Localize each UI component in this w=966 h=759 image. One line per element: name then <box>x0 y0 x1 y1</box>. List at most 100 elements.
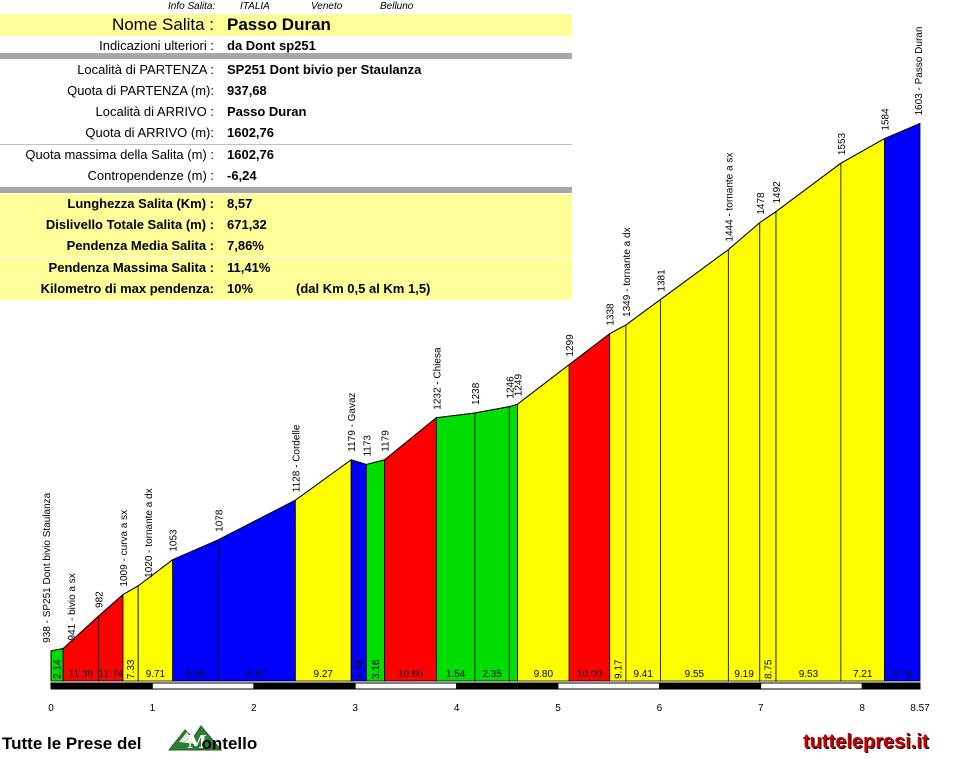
altitude-label: 1020 - tornante a dx <box>144 488 155 578</box>
segment-gradient-label: 9.80 <box>534 669 554 680</box>
info-row: Quota di ARRIVO (m): 1602,76 <box>0 123 572 145</box>
profile-segment <box>294 458 352 682</box>
profile-segment <box>474 406 510 682</box>
profile-segment <box>609 324 627 682</box>
profile-segment <box>350 459 367 682</box>
profile-segment <box>759 210 777 682</box>
altitude-label: 1492 <box>772 181 783 204</box>
segment-gradient-label: 8.75 <box>763 659 774 679</box>
altitude-label: 938 - SP251 Dont bivio Staulanza <box>42 492 53 643</box>
climb-name-label: Nome Salita : <box>111 15 214 34</box>
altitude-label: 1179 <box>381 430 392 452</box>
altitude-label: 1078 <box>214 509 225 532</box>
altitude-label: 1246 <box>505 376 516 399</box>
segment-gradient-label: 11.74 <box>99 669 124 680</box>
scale-bar-segment <box>557 682 660 690</box>
profile-segment <box>517 363 570 682</box>
info-row: Quota massima della Salita (m) : 1602,76 <box>0 145 572 167</box>
info-row: Indicazioni ulteriori : da Dont sp251 <box>0 36 572 58</box>
info-row-label: Quota di ARRIVO (m): <box>85 125 214 140</box>
altitude-label: 1232 - Chiesa <box>432 347 443 410</box>
x-tick-label: 5 <box>555 703 561 714</box>
x-tick-label: 4 <box>454 703 460 714</box>
info-header-region: Veneto <box>311 1 343 12</box>
segment-gradient-label: 5.56 <box>186 669 206 680</box>
info-row-label: Località di PARTENZA : <box>77 62 214 77</box>
altitude-label: 1238 <box>471 382 482 405</box>
info-header-label: Info Salita: <box>168 1 216 12</box>
profile-segment <box>625 298 661 682</box>
segment-gradient-label: 11.39 <box>69 669 94 680</box>
info-row-value: SP251 Dont bivio per Staulanza <box>227 62 422 77</box>
x-tick-label: 0 <box>48 703 54 714</box>
segment-gradient-label: 2.14 <box>53 659 64 679</box>
scale-bar-segment <box>760 682 863 690</box>
segment-gradient-label: 5.76 <box>893 669 913 680</box>
profile-segment <box>435 412 476 682</box>
x-tick-label: 2 <box>251 703 257 714</box>
altitude-label: 1173 <box>362 435 373 457</box>
profile-segment <box>365 459 386 682</box>
info-header-province: Belluno <box>380 1 414 12</box>
scale-bar-segment <box>861 682 921 690</box>
segment-gradient-label: 9.27 <box>314 669 334 680</box>
info-row-value: -6,24 <box>227 168 257 183</box>
stat-label: Pendenza Media Salita : <box>66 238 214 253</box>
footer-website[interactable]: tuttelepresi.it <box>803 731 929 753</box>
stat-value: 671,32 <box>227 217 267 232</box>
altitude-label: 941 - bivio a sx <box>67 573 78 640</box>
profile-segment <box>660 248 729 682</box>
stat-value: 10% <box>227 281 254 296</box>
info-row-value: da Dont sp251 <box>227 38 316 53</box>
scale-bar-segment <box>659 682 762 690</box>
altitude-label: 1478 <box>756 192 767 215</box>
segment-gradient-label: 6.67 <box>247 669 267 680</box>
footer-brand-text-b: ontello <box>201 734 258 753</box>
altitude-label: 1603 - Passo Duran <box>914 27 925 116</box>
info-row-label: Quota di PARTENZA (m): <box>67 83 214 98</box>
segment-gradient-label: 10.00 <box>577 669 602 680</box>
segment-gradient-label: 7.33 <box>126 659 137 679</box>
stat-row: Dislivello Totale Salita (m) : 671,32 <box>0 215 572 236</box>
info-row-value: Passo Duran <box>227 104 307 119</box>
segment-gradient-label: 9.55 <box>685 669 705 680</box>
altitude-label: 1009 - curva a sx <box>119 510 130 587</box>
stat-row: Pendenza Media Salita : 7,86% <box>0 236 572 257</box>
separator <box>0 53 572 59</box>
stat-extra: (dal Km 0,5 al Km 1,5) <box>296 281 431 296</box>
stat-value: 8,57 <box>227 196 253 211</box>
footer-brand-text-a: Tutte le Prese del <box>2 734 142 753</box>
climb-name-value: Passo Duran <box>227 15 331 34</box>
segment-gradient-label: 3.16 <box>371 659 382 679</box>
altitude-label: 1584 <box>881 108 892 131</box>
stat-label: Pendenza Massima Salita : <box>48 260 214 275</box>
profile-segment <box>217 499 296 682</box>
info-header-country: ITALIA <box>240 1 270 12</box>
separator <box>0 187 572 193</box>
segment-gradient-label: 10.60 <box>398 669 423 680</box>
stat-value: 7,86% <box>227 238 264 253</box>
altitude-label: 1338 <box>606 303 617 326</box>
x-tick-label: 8 <box>859 703 865 714</box>
altitude-label: 1349 - tornante a dx <box>622 227 633 317</box>
segment-gradient-label: 1.18 <box>354 659 365 679</box>
profile-segment <box>172 539 219 682</box>
altitude-label: 1179 - Gavaz <box>347 392 358 451</box>
segment-gradient-label: 9.19 <box>734 669 754 680</box>
info-row-label: Contropendenze (m) : <box>87 168 214 183</box>
x-tick-label: 3 <box>352 703 358 714</box>
x-tick-label: 8.57 <box>910 703 930 714</box>
segment-gradient-label: 9.17 <box>613 659 624 679</box>
altitude-label: 1249 <box>513 374 524 397</box>
profile-segment <box>727 221 761 682</box>
altitude-label: 1553 <box>837 132 848 155</box>
profile-segment <box>775 162 842 682</box>
altitude-label: 1299 <box>565 334 576 357</box>
scale-bar-segment <box>456 682 559 690</box>
info-row-label: Quota massima della Salita (m) : <box>25 147 214 162</box>
stat-row: Lunghezza Salita (Km) : 8,57 <box>0 194 572 215</box>
climb-name-row: Nome Salita : Passo Duran <box>0 14 572 36</box>
scale-bar-segment <box>253 682 356 690</box>
altitude-label: 1128 - Cordelle <box>291 424 302 492</box>
